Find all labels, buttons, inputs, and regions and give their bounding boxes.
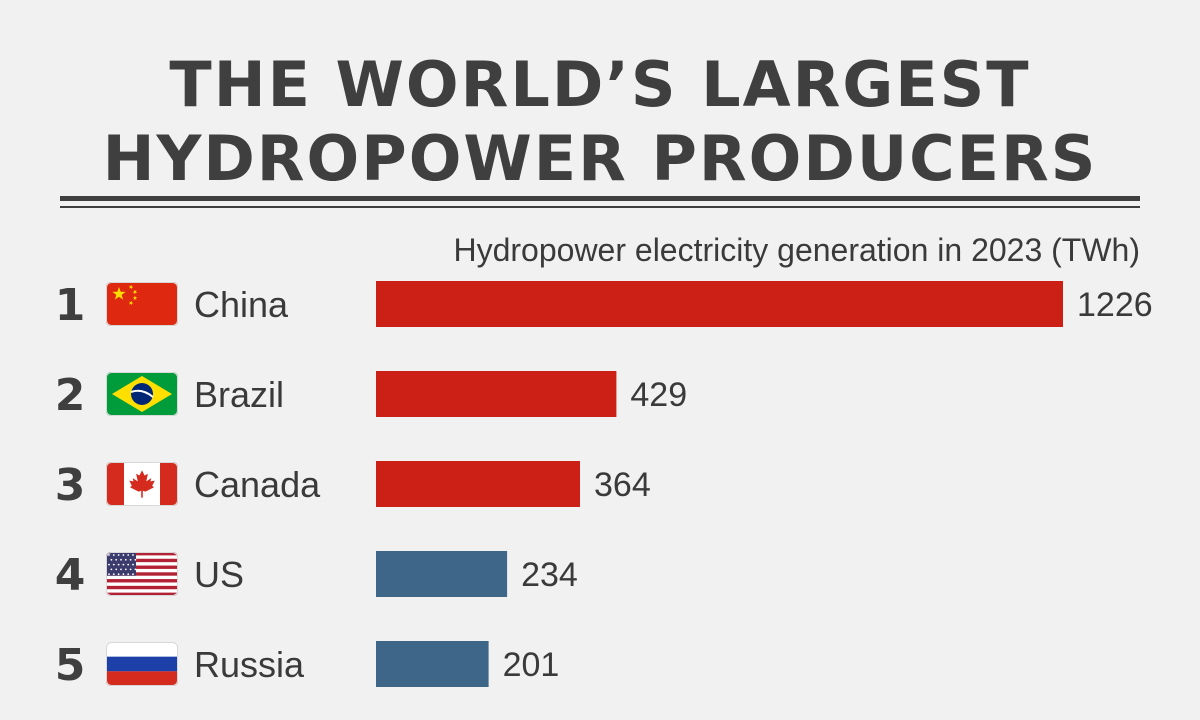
- category-label: US: [194, 554, 244, 595]
- rank-label: 5: [55, 640, 86, 691]
- value-label: 1226: [1077, 286, 1153, 324]
- bar: [376, 551, 508, 597]
- category-label: Russia: [194, 644, 305, 685]
- china-flag-small-star: [132, 289, 138, 295]
- title-divider-thin: [60, 206, 1140, 208]
- bar: [376, 641, 489, 687]
- value-label: 201: [503, 646, 560, 684]
- chart-title-line1: THE WORLD’S LARGEST: [169, 48, 1031, 121]
- china-flag-small-star: [132, 295, 138, 300]
- rank-label: 2: [55, 370, 86, 421]
- chart-row: 2 Brazil 429: [55, 370, 687, 421]
- bar: [376, 461, 580, 507]
- chart-row: 4 US 234: [55, 550, 578, 601]
- canada-flag-icon: [106, 462, 178, 506]
- russia-flag-icon: [106, 642, 178, 686]
- china-flag-big-star: [112, 287, 126, 300]
- chart-row: 5 Russia 201: [55, 640, 560, 691]
- chart-row: 3 Canada 364: [55, 460, 651, 511]
- china-flag-icon: [106, 282, 178, 326]
- chart-row: 1 China 1226: [55, 280, 1153, 331]
- value-label: 429: [630, 376, 687, 414]
- rank-label: 1: [55, 280, 86, 331]
- chart-subtitle: Hydropower electricity generation in 202…: [453, 232, 1140, 268]
- chart-title-line2: HYDROPOWER PRODUCERS: [102, 122, 1098, 195]
- china-flag-small-star: [129, 284, 134, 290]
- category-label: Canada: [194, 464, 321, 505]
- brazil-flag-icon: [106, 372, 178, 416]
- china-flag-small-star: [129, 300, 134, 306]
- category-label: Brazil: [194, 374, 284, 415]
- bar: [376, 281, 1063, 327]
- value-label: 234: [521, 556, 578, 594]
- category-label: China: [194, 284, 289, 325]
- value-label: 364: [594, 466, 651, 504]
- us-flag-icon: [106, 552, 178, 596]
- bar: [376, 371, 617, 417]
- title-divider-thick: [60, 196, 1140, 201]
- rank-label: 4: [55, 550, 86, 601]
- chart-title: THE WORLD’S LARGEST HYDROPOWER PRODUCERS: [0, 48, 1200, 196]
- rank-label: 3: [55, 460, 86, 511]
